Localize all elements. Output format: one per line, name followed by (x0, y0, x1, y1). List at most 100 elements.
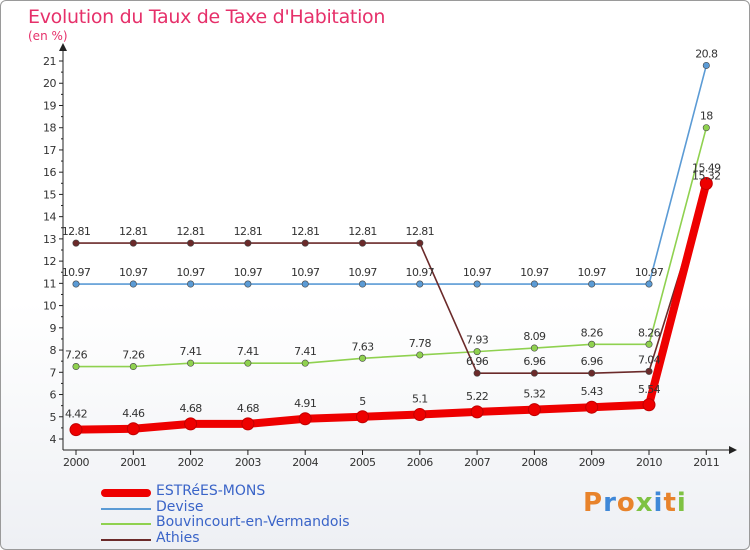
data-label-estr-es-mons: 4.42 (65, 408, 87, 421)
data-point-devise (473, 280, 481, 288)
logo-letter: t (663, 488, 677, 518)
data-label-bouvincourt-en-vermandois: 8.26 (638, 326, 661, 339)
data-point-athies (187, 239, 195, 247)
y-tick-label: 8 (50, 344, 57, 357)
data-point-bouvincourt-en-vermandois (187, 359, 195, 367)
logo-letter: x (635, 488, 654, 518)
data-label-bouvincourt-en-vermandois: 7.26 (65, 349, 88, 362)
data-label-estr-es-mons: 5.54 (638, 383, 661, 396)
x-tick-label: 2009 (579, 456, 605, 469)
series-line-bouvincourt-en-vermandois (75, 126, 708, 368)
data-label-devise: 10.97 (176, 266, 205, 279)
data-label-athies: 12.81 (291, 225, 320, 238)
data-point-devise (72, 280, 80, 288)
y-tick-label: 14 (43, 211, 56, 224)
data-label-athies: 6.96 (581, 355, 604, 368)
data-label-bouvincourt-en-vermandois: 7.41 (180, 345, 202, 358)
data-label-athies: 12.81 (119, 225, 148, 238)
series-line-devise (75, 64, 708, 285)
data-label-bouvincourt-en-vermandois: 7.26 (122, 349, 145, 362)
y-tick-label: 21 (43, 55, 56, 68)
y-tick-label: 17 (43, 144, 56, 157)
data-label-athies: 12.81 (406, 225, 435, 238)
data-point-bouvincourt-en-vermandois (473, 348, 481, 356)
x-axis-arrow (729, 446, 737, 454)
data-point-athies (358, 239, 366, 247)
data-label-devise: 10.97 (520, 266, 549, 279)
y-tick-label: 10 (43, 300, 56, 313)
y-tick-label: 11 (43, 277, 56, 290)
data-label-athies: 7.04 (638, 353, 661, 366)
y-tick-label: 6 (50, 389, 57, 402)
x-tick-label: 2004 (292, 456, 318, 469)
data-point-devise (358, 280, 366, 288)
data-label-devise: 10.97 (62, 266, 91, 279)
data-point-athies (416, 239, 424, 247)
legend-label: Devise (156, 498, 204, 515)
series-line-estr-es-mons (72, 179, 711, 434)
data-label-athies: 12.81 (62, 225, 91, 238)
data-point-athies (72, 239, 80, 247)
data-label-devise: 20.8 (695, 47, 718, 60)
y-tick-label: 20 (43, 77, 56, 90)
data-point-devise (702, 61, 710, 69)
data-point-estr-es-mons (527, 403, 541, 417)
y-axis-arrow (59, 43, 67, 51)
y-tick-label: 12 (43, 255, 56, 268)
data-point-bouvincourt-en-vermandois (301, 359, 309, 367)
data-point-devise (416, 280, 424, 288)
data-label-bouvincourt-en-vermandois: 7.78 (409, 337, 432, 350)
data-point-bouvincourt-en-vermandois (702, 124, 710, 132)
x-tick-label: 2002 (178, 456, 204, 469)
data-point-athies (645, 367, 653, 375)
data-point-estr-es-mons (356, 410, 369, 424)
data-label-devise: 10.97 (348, 266, 377, 279)
x-tick-label: 2008 (521, 456, 547, 469)
data-label-estr-es-mons: 15.49 (692, 162, 721, 175)
legend-label: Bouvincourt-en-Vermandois (156, 514, 350, 530)
chart-title: Evolution du Taux de Taxe d'Habitation (28, 6, 386, 28)
y-tick-label: 5 (50, 411, 57, 424)
data-label-bouvincourt-en-vermandois: 7.93 (466, 334, 489, 347)
data-label-bouvincourt-en-vermandois: 7.41 (237, 345, 259, 358)
data-point-devise (129, 280, 137, 288)
data-point-bouvincourt-en-vermandois (358, 354, 366, 362)
data-label-bouvincourt-en-vermandois: 18 (700, 110, 713, 123)
data-point-devise (187, 280, 195, 288)
data-label-athies: 12.81 (234, 225, 263, 238)
data-point-bouvincourt-en-vermandois (72, 363, 80, 371)
data-label-athies: 15.32 (692, 169, 721, 182)
y-tick-label: 9 (50, 322, 57, 335)
x-tick-label: 2007 (464, 456, 490, 469)
y-tick-label: 13 (43, 233, 56, 246)
data-point-athies (588, 369, 596, 377)
data-label-bouvincourt-en-vermandois: 7.63 (351, 340, 374, 353)
data-point-athies (473, 369, 481, 377)
data-point-devise (588, 280, 596, 288)
x-tick-label: 2000 (63, 456, 89, 469)
data-point-devise (244, 280, 252, 288)
data-label-estr-es-mons: 4.46 (122, 407, 145, 420)
data-label-estr-es-mons: 5 (359, 395, 366, 408)
x-tick-label: 2001 (120, 456, 146, 469)
chart-unit: (en %) (28, 29, 68, 43)
data-point-estr-es-mons (585, 400, 599, 414)
data-label-bouvincourt-en-vermandois: 7.41 (294, 345, 316, 358)
data-label-athies: 6.96 (466, 355, 489, 368)
proxiti-logo: Proxiti (583, 488, 687, 518)
data-label-estr-es-mons: 4.68 (180, 402, 203, 415)
data-point-estr-es-mons (126, 422, 140, 436)
data-point-estr-es-mons (69, 423, 83, 437)
x-tick-label: 2010 (636, 456, 662, 469)
data-point-bouvincourt-en-vermandois (530, 344, 538, 352)
x-tick-label: 2011 (693, 456, 719, 469)
data-point-athies (530, 369, 538, 377)
data-label-devise: 10.97 (406, 266, 435, 279)
data-point-devise (645, 280, 653, 288)
logo-letter: P (583, 488, 604, 518)
data-label-estr-es-mons: 5.1 (412, 393, 428, 406)
data-label-estr-es-mons: 5.32 (523, 388, 545, 401)
data-point-estr-es-mons (184, 417, 198, 431)
data-point-athies (129, 239, 137, 247)
